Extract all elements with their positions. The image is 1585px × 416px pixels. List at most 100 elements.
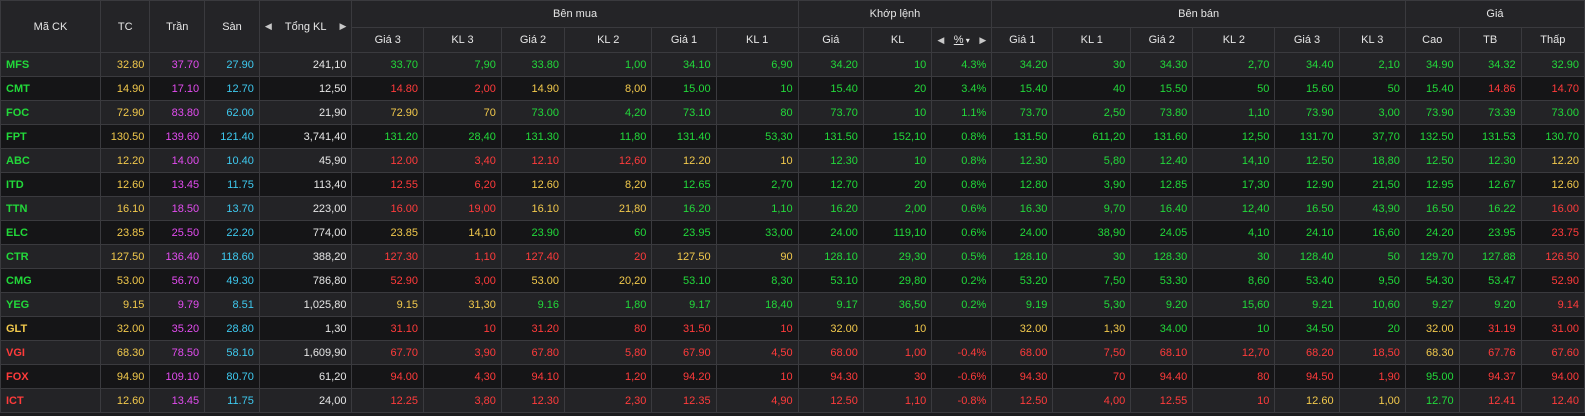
- buy-cell: 7,90: [423, 52, 502, 77]
- symbol-cell[interactable]: GLT: [0, 316, 101, 341]
- col-buy-price2[interactable]: Giá 2: [500, 27, 566, 53]
- sell-cell: 73.70: [991, 100, 1054, 125]
- col-sell-vol2[interactable]: KL 2: [1192, 27, 1276, 53]
- buy-cell: 1,20: [564, 364, 653, 389]
- col-avg[interactable]: TB: [1458, 27, 1522, 53]
- symbol-cell[interactable]: YEG: [0, 292, 101, 317]
- col-high[interactable]: Cao: [1404, 27, 1460, 53]
- table-row[interactable]: MFS 32.80 37.70 27.90 241,10 33.70 7,90 33.80 1,…: [0, 52, 1585, 77]
- table-row[interactable]: VGI 68.30 78.50 58.10 1,609,90 67.70 3,90 67.80…: [0, 340, 1585, 365]
- col-sell-price1[interactable]: Giá 1: [991, 27, 1054, 53]
- col-buy-price3[interactable]: Giá 3: [351, 27, 425, 53]
- sell-cell: 53.40: [1274, 268, 1340, 293]
- col-buy-vol2[interactable]: KL 2: [564, 27, 653, 53]
- price-stat-cell: 16.00: [1520, 196, 1585, 221]
- table-row[interactable]: ELC 23.85 25.50 22.20 774,00 23.85 14,10 23.90 6…: [0, 220, 1585, 245]
- table-row[interactable]: FPT 130.50 139.60 121.40 3,741,40 131.20 28,40…: [0, 124, 1585, 149]
- match-cell: 73.70: [797, 100, 864, 125]
- total-volume-cell: 774,00: [258, 220, 353, 245]
- symbol-cell[interactable]: MFS: [0, 52, 101, 77]
- price-stat-cell: 12.95: [1404, 172, 1460, 197]
- sell-cell: 15,60: [1192, 292, 1276, 317]
- caret-right-icon[interactable]: ▶: [339, 21, 347, 31]
- col-symbol[interactable]: Mã CK: [0, 0, 101, 53]
- symbol-cell[interactable]: FOX: [0, 364, 101, 389]
- match-cell: 0.8%: [931, 124, 993, 149]
- symbol-cell[interactable]: ITD: [0, 172, 101, 197]
- symbol-cell[interactable]: ICT: [0, 388, 101, 413]
- symbol-cell[interactable]: CTR: [0, 244, 101, 269]
- sell-cell: 50: [1338, 244, 1406, 269]
- price-stat-cell: 12.41: [1458, 388, 1522, 413]
- table-row[interactable]: ABC 12.20 14.00 10.40 45,90 12.00 3,40 12.10 12,…: [0, 148, 1585, 173]
- table-row[interactable]: TTN 16.10 18.50 13.70 223,00 16.00 19,00 16.10 2…: [0, 196, 1585, 221]
- col-buy-price1[interactable]: Giá 1: [651, 27, 717, 53]
- sell-cell: 68.10: [1130, 340, 1194, 365]
- col-sell-vol3[interactable]: KL 3: [1338, 27, 1406, 53]
- symbol-cell[interactable]: FOC: [0, 100, 101, 125]
- symbol-cell[interactable]: CMG: [0, 268, 101, 293]
- col-sell-price3[interactable]: Giá 3: [1274, 27, 1340, 53]
- sell-cell: 12.90: [1274, 172, 1340, 197]
- table-row[interactable]: ICT 12.60 13.45 11.75 24,00 12.25 3,80 12.30 2,3…: [0, 388, 1585, 413]
- symbol-cell[interactable]: VGI: [0, 340, 101, 365]
- buy-cell: 12.65: [651, 172, 717, 197]
- col-match-price[interactable]: Giá: [797, 27, 864, 53]
- col-match-volume[interactable]: KL: [862, 27, 933, 53]
- col-buy-vol3[interactable]: KL 3: [423, 27, 502, 53]
- ref-price-cell: 14.90: [99, 76, 151, 101]
- match-cell: 1,00: [862, 340, 933, 365]
- floor-price-cell: 12.70: [204, 76, 260, 101]
- sell-cell: 24.05: [1130, 220, 1194, 245]
- match-cell: 29,30: [862, 244, 933, 269]
- sell-cell: 8,60: [1192, 268, 1276, 293]
- price-stat-cell: 24.20: [1404, 220, 1460, 245]
- buy-cell: 33,00: [715, 220, 799, 245]
- col-ceiling[interactable]: Trần: [149, 0, 206, 53]
- match-cell: 24.00: [797, 220, 864, 245]
- table-row[interactable]: ITD 12.60 13.45 11.75 113,40 12.55 6,20 12.60 8,…: [0, 172, 1585, 197]
- buy-cell: 12.00: [351, 148, 425, 173]
- table-row[interactable]: GLT 32.00 35.20 28.80 1,30 31.10 10 31.20 80 31.5…: [0, 316, 1585, 341]
- col-sell-price2[interactable]: Giá 2: [1130, 27, 1194, 53]
- col-low[interactable]: Thấp: [1520, 27, 1585, 53]
- price-stat-cell: 14.86: [1458, 76, 1522, 101]
- symbol-cell[interactable]: TTN: [0, 196, 101, 221]
- caret-right-icon[interactable]: ▶: [979, 34, 987, 45]
- price-stat-cell: 73.90: [1404, 100, 1460, 125]
- symbol-cell[interactable]: CMT: [0, 76, 101, 101]
- table-row[interactable]: FOX 94.90 109.10 80.70 61,20 94.00 4,30 94.10 1,…: [0, 364, 1585, 389]
- match-cell: 3.4%: [931, 76, 993, 101]
- table-row[interactable]: CMT 14.90 17.10 12.70 12,50 14.80 2,00 14.90 8,0…: [0, 76, 1585, 101]
- match-cell: 0.2%: [931, 268, 993, 293]
- col-sell-vol1[interactable]: KL 1: [1052, 27, 1132, 53]
- caret-left-icon[interactable]: ◀: [937, 34, 945, 45]
- match-cell: 12.50: [797, 388, 864, 413]
- buy-cell: 9.17: [651, 292, 717, 317]
- table-row[interactable]: FOC 72.90 83.80 62.00 21,90 72.90 70 73.00 4,20 7…: [0, 100, 1585, 125]
- price-stat-cell: 94.00: [1520, 364, 1585, 389]
- match-cell: 68.00: [797, 340, 864, 365]
- buy-cell: 90: [715, 244, 799, 269]
- sell-cell: 73.90: [1274, 100, 1340, 125]
- buy-cell: 33.70: [351, 52, 425, 77]
- table-row[interactable]: YEG 9.15 9.79 8.51 1,025,80 9.15 31,30 9.16 1,80…: [0, 292, 1585, 317]
- col-buy-vol1[interactable]: KL 1: [715, 27, 799, 53]
- floor-price-cell: 118.60: [204, 244, 260, 269]
- col-ref[interactable]: TC: [99, 0, 151, 53]
- symbol-cell[interactable]: FPT: [0, 124, 101, 149]
- col-floor[interactable]: Sàn: [204, 0, 260, 53]
- match-cell: 2,00: [862, 196, 933, 221]
- col-match-percent[interactable]: ◀ % ▾ ▶: [931, 27, 993, 53]
- buy-cell: 12.20: [651, 148, 717, 173]
- floor-price-cell: 10.40: [204, 148, 260, 173]
- col-total-volume[interactable]: ◀ Tổng KL ▶: [258, 0, 353, 53]
- caret-left-icon[interactable]: ◀: [264, 21, 272, 31]
- table-row[interactable]: CTR 127.50 136.40 118.60 388,20 127.30 1,10 127…: [0, 244, 1585, 269]
- symbol-cell[interactable]: ABC: [0, 148, 101, 173]
- price-stat-cell: 126.50: [1520, 244, 1585, 269]
- price-stat-cell: 73.00: [1520, 100, 1585, 125]
- table-row[interactable]: CMG 53.00 56.70 49.30 786,80 52.90 3,00 53.00 20…: [0, 268, 1585, 293]
- sell-cell: 16.40: [1130, 196, 1194, 221]
- symbol-cell[interactable]: ELC: [0, 220, 101, 245]
